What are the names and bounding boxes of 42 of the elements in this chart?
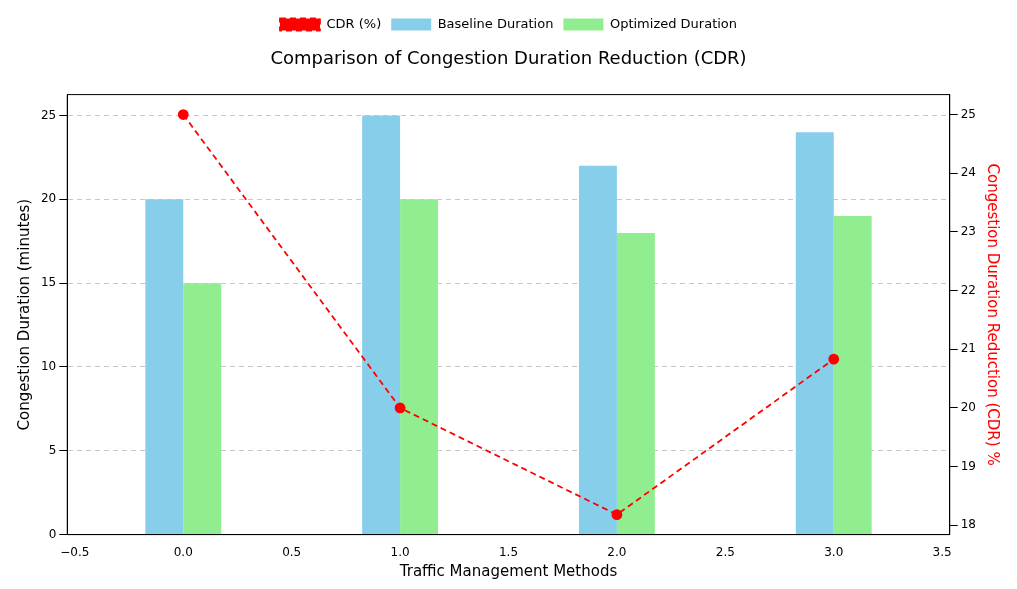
x-tick-label: 3.5 (932, 544, 952, 559)
y-axis-title: Congestion Duration (minutes) (14, 198, 33, 431)
y2-tick-label: 20 (960, 400, 977, 415)
y2-tick-label: 23 (960, 224, 977, 239)
bar (578, 165, 617, 535)
x-tick-label: 2.5 (715, 544, 735, 559)
x-tick-label: 0.0 (173, 544, 193, 559)
y2-tick-label: 21 (960, 341, 977, 356)
y2-tick-label: 24 (960, 165, 977, 180)
y2-axis-title: Congestion Duration Reduction (CDR) % (984, 163, 1003, 466)
point (611, 509, 623, 521)
point (394, 402, 406, 414)
bar (362, 115, 401, 535)
bar (400, 199, 439, 535)
chart-title: Comparison of Congestion Duration Reduction (CDR) (270, 47, 747, 69)
bar (795, 132, 834, 535)
y-tick-label: 10 (40, 359, 57, 374)
x-tick-label: 0.5 (282, 544, 302, 559)
y-tick-label: 0 (48, 526, 57, 541)
legend-label: Optimized Duration (609, 15, 738, 31)
x-tick-label: −0.5 (60, 544, 90, 559)
x-tick-label: 1.0 (390, 544, 410, 559)
y2-tick-label: 18 (960, 517, 977, 532)
legend-label: CDR (%) (326, 15, 382, 31)
y2-tick-label: 22 (960, 282, 977, 297)
x-axis-title: Traffic Management Methods (398, 561, 618, 580)
bar (183, 283, 222, 535)
x-tick-label: 3.0 (824, 544, 844, 559)
y-tick-label: 5 (48, 442, 57, 457)
y2-tick-label: 19 (960, 458, 977, 473)
legend-label: Baseline Duration (437, 15, 554, 31)
x-tick-label: 1.5 (498, 544, 519, 559)
point (828, 353, 840, 365)
bar (145, 199, 184, 535)
bar (616, 232, 655, 535)
y-tick-label: 20 (40, 191, 57, 206)
y-tick-label: 25 (40, 107, 57, 122)
y2-tick-label: 25 (960, 106, 977, 121)
x-tick-label: 2.0 (607, 544, 627, 559)
bar (833, 216, 872, 535)
y-tick-label: 15 (40, 275, 57, 290)
point (177, 109, 189, 120)
